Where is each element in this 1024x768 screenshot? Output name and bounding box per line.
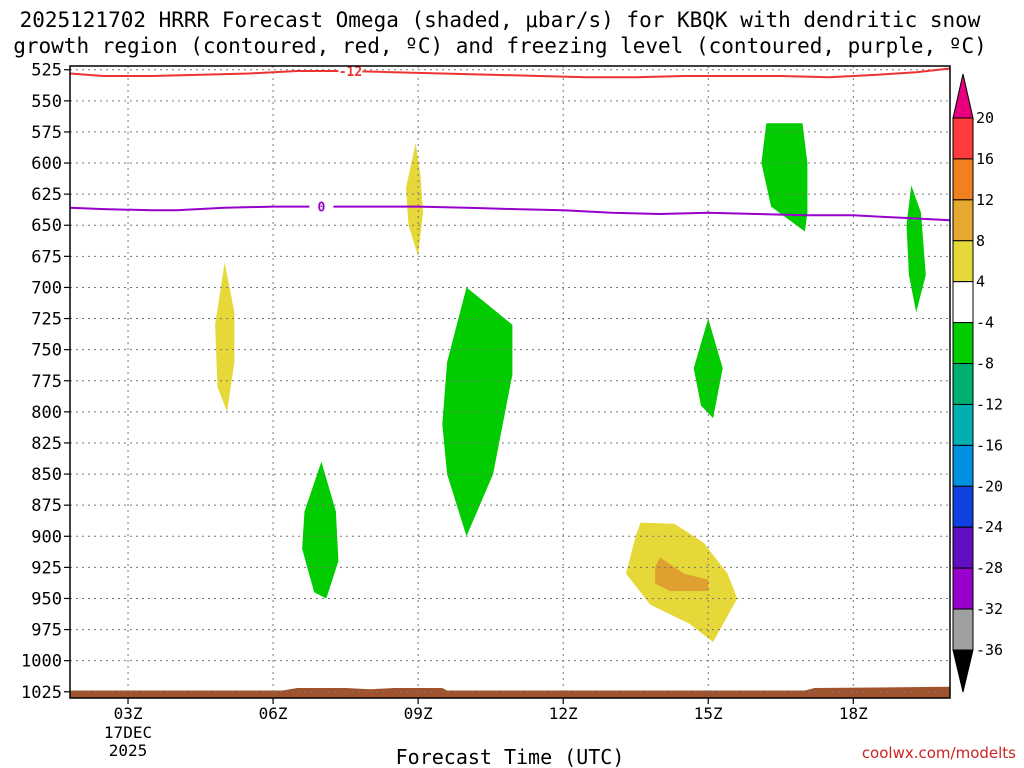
x-tick-label: 12Z bbox=[549, 704, 578, 723]
y-tick-label: 700 bbox=[31, 278, 62, 298]
colorbar-swatch bbox=[952, 444, 974, 487]
colorbar-swatch bbox=[952, 567, 974, 610]
freezing-level-contour-label-bg bbox=[309, 199, 334, 214]
colorbar-label: -8 bbox=[976, 355, 994, 373]
dendritic-growth-contour-label-bg bbox=[338, 64, 363, 79]
omega-neg-4-8-region bbox=[761, 123, 808, 232]
dendritic-growth-contour bbox=[69, 67, 951, 79]
y-tick-label: 650 bbox=[31, 216, 62, 236]
colorbar-bottom-arrow bbox=[952, 649, 974, 693]
date-label-day: 17DEC bbox=[104, 723, 152, 742]
colorbar-label: -20 bbox=[976, 477, 1003, 495]
y-tick-label: 750 bbox=[31, 341, 62, 361]
colorbar-swatch bbox=[952, 322, 974, 365]
date-label-year: 2025 bbox=[109, 741, 148, 760]
y-tick-label: 725 bbox=[31, 310, 62, 330]
colorbar-swatch bbox=[952, 363, 974, 405]
y-tick-label: 525 bbox=[31, 61, 62, 81]
colorbar-swatch bbox=[952, 485, 974, 528]
y-tick-label: 925 bbox=[31, 558, 62, 578]
freezing-level-contour bbox=[69, 205, 951, 222]
colorbar-label: 12 bbox=[976, 191, 994, 209]
y-tick-label: 625 bbox=[31, 185, 62, 205]
y-tick-label: 875 bbox=[31, 496, 62, 516]
omega-neg-4-8-region bbox=[906, 185, 926, 313]
x-tick-label: 18Z bbox=[839, 704, 868, 723]
colorbar-label: 4 bbox=[976, 273, 985, 291]
colorbar-swatch bbox=[952, 117, 974, 160]
y-tick-label: 900 bbox=[31, 527, 62, 547]
y-tick-label: 850 bbox=[31, 465, 62, 485]
x-tick-label: 15Z bbox=[694, 704, 723, 723]
y-tick-label: 550 bbox=[31, 92, 62, 112]
y-axis-pressure-ticks: 525 550 575 600 625 650 675 700 725 750 775 800 825 8… bbox=[21, 61, 70, 703]
omega-pos-4-8-region bbox=[406, 143, 423, 257]
colorbar-label: -4 bbox=[976, 314, 994, 332]
y-tick-label: 975 bbox=[31, 621, 62, 641]
y-tick-label: 950 bbox=[31, 589, 62, 609]
colorbar-label: -36 bbox=[976, 641, 1003, 659]
y-tick-label: 675 bbox=[31, 247, 62, 267]
colorbar-label: -16 bbox=[976, 436, 1003, 454]
omega-neg-4-8-region bbox=[302, 461, 339, 599]
colorbar-swatch bbox=[952, 199, 974, 242]
y-tick-label: 600 bbox=[31, 154, 62, 174]
dendritic-growth-contour-label: -12 bbox=[339, 65, 362, 80]
x-axis-time-ticks: 03Z 06Z 09Z 12Z 15Z 18Z bbox=[114, 698, 868, 723]
source-credit: coolwx.com/modelts bbox=[861, 744, 1016, 762]
colorbar-swatch bbox=[952, 281, 974, 324]
colorbar-label: -24 bbox=[976, 518, 1003, 536]
grid-lines bbox=[70, 66, 950, 698]
y-tick-label: 775 bbox=[31, 372, 62, 392]
terrain-region bbox=[70, 686, 950, 698]
omega-pos-4-8-region bbox=[215, 262, 235, 412]
chart-title-line-1: 2025121702 HRRR Forecast Omega (shaded, … bbox=[19, 8, 981, 32]
x-tick-label: 06Z bbox=[259, 704, 288, 723]
x-tick-label: 09Z bbox=[404, 704, 433, 723]
colorbar-label: -12 bbox=[976, 395, 1003, 413]
omega-pos-8-12-region bbox=[655, 557, 709, 591]
freezing-level-contour-label: 0 bbox=[318, 201, 326, 216]
colorbar-label: -32 bbox=[976, 600, 1003, 618]
colorbar-swatch bbox=[952, 158, 974, 201]
y-tick-label: 1000 bbox=[21, 652, 62, 672]
y-tick-label: 800 bbox=[31, 403, 62, 423]
colorbar-label: 16 bbox=[976, 150, 994, 168]
colorbar-swatch bbox=[952, 403, 974, 446]
colorbar-legend: 20 16 12 8 4 -4 -8 -12 -16 -20 -24 -28 -32 -36 bbox=[952, 73, 1003, 693]
plot-frame bbox=[69, 65, 951, 699]
contour-lines: -12 0 bbox=[69, 64, 951, 222]
x-axis-label: Forecast Time (UTC) bbox=[396, 745, 625, 768]
chart-title-line-2: growth region (contoured, red, ºC) and f… bbox=[13, 34, 987, 58]
colorbar-swatch bbox=[952, 240, 974, 283]
colorbar-swatch bbox=[952, 526, 974, 569]
omega-neg-4-8-region bbox=[442, 287, 513, 537]
colorbar-label: 20 bbox=[976, 109, 994, 127]
y-tick-label: 825 bbox=[31, 434, 62, 454]
colorbar-label: 8 bbox=[976, 232, 985, 250]
x-tick-label: 03Z bbox=[114, 704, 143, 723]
y-tick-label: 575 bbox=[31, 123, 62, 143]
omega-neg-4-8-region bbox=[693, 318, 723, 419]
colorbar-swatch bbox=[952, 608, 974, 651]
colorbar-label: -28 bbox=[976, 559, 1003, 577]
colorbar-top-arrow bbox=[952, 73, 974, 119]
omega-shaded-regions bbox=[70, 123, 950, 698]
y-tick-label: 1025 bbox=[21, 683, 62, 703]
